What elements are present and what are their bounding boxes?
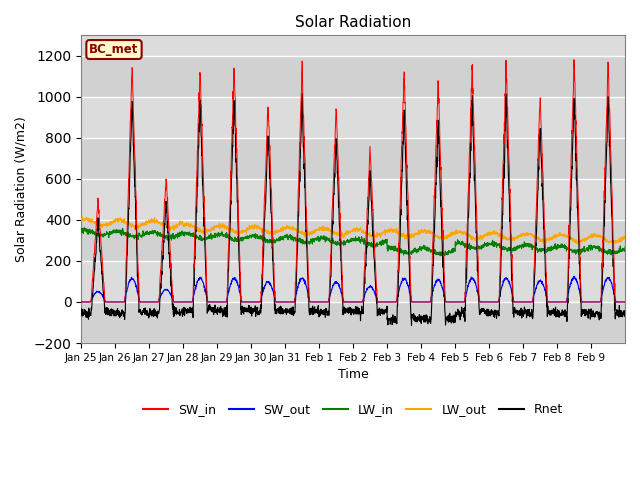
Rnet [621,311,629,316]
LW_out [621,233,629,239]
SW_in [570,57,578,62]
SW_out [621,299,629,305]
LW_in [132,234,140,240]
Rnet [249,307,257,313]
SW_in [621,299,629,305]
SW_out [516,299,524,305]
SW_out [386,299,394,305]
Line: LW_out: LW_out [81,217,625,244]
Rnet [132,193,140,199]
Bar [81,138,625,179]
Line: SW_out: SW_out [81,276,625,302]
Rnet [614,310,621,316]
Rnet [386,317,394,323]
SW_in [132,167,140,173]
LW_in [386,246,394,252]
LW_in [517,243,525,249]
SW_in [249,299,257,305]
LW_out [517,231,525,237]
Bar [81,56,625,97]
SW_out [570,273,578,279]
LW_in [548,245,556,251]
LW_in [614,248,621,254]
SW_out [249,299,257,305]
Rnet [548,308,556,313]
Line: SW_in: SW_in [81,60,625,302]
Bar [81,220,625,261]
Line: Rnet: Rnet [81,94,625,325]
LW_in [436,253,444,259]
Rnet [408,323,415,328]
X-axis label: Time: Time [338,368,369,381]
Legend: SW_in, SW_out, LW_in, LW_out, Rnet: SW_in, SW_out, LW_in, LW_out, Rnet [138,398,568,421]
SW_in [614,299,621,305]
SW_out [132,281,140,287]
SW_in [77,299,85,305]
SW_in [386,299,394,305]
LW_out [249,226,257,232]
Line: LW_in: LW_in [81,228,625,256]
Rnet [517,305,525,311]
Text: BC_met: BC_met [90,43,139,56]
SW_in [516,299,524,305]
Rnet [77,306,85,312]
Bar [81,302,625,343]
LW_out [548,236,556,241]
LW_out [386,229,394,235]
LW_in [81,225,88,231]
Title: Solar Radiation: Solar Radiation [295,15,412,30]
LW_in [621,244,629,250]
SW_in [547,299,555,305]
LW_in [249,233,257,239]
SW_out [547,299,555,305]
SW_out [614,299,621,305]
Y-axis label: Solar Radiation (W/m2): Solar Radiation (W/m2) [15,116,28,262]
SW_out [77,299,85,305]
LW_in [77,227,85,232]
LW_out [614,238,621,244]
LW_out [132,225,140,231]
LW_out [573,241,581,247]
Rnet [298,91,306,96]
LW_out [77,217,85,223]
LW_out [79,214,86,220]
